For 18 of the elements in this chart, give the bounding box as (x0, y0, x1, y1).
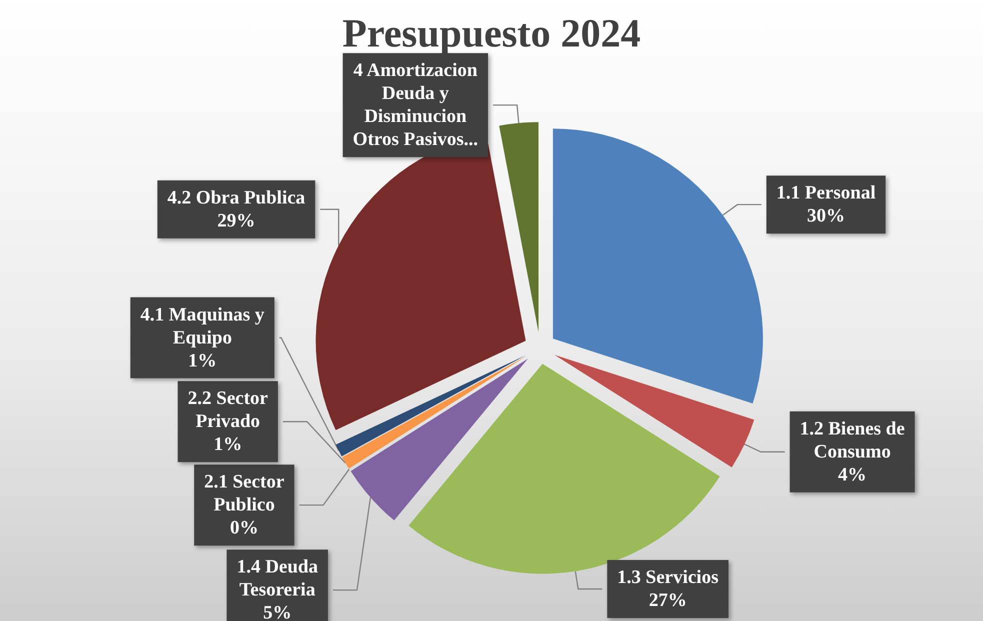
slice-label: 1.4 Deuda Tesoreria (236, 556, 318, 601)
slice-label: 1.3 Servicios (617, 566, 718, 588)
chart-title: Presupuesto 2024 (342, 10, 641, 56)
data-label: 27% (648, 590, 687, 611)
slice-label: 1.2 Bienes de Consumo (800, 418, 905, 462)
legend-label: 2.1 Sector Publico (204, 472, 285, 516)
slice-label: 4.1 Maquinas y Equipo (140, 304, 265, 348)
data-label: 30% (807, 206, 846, 227)
text: 0% (230, 518, 258, 539)
slice-label: 1.1 Personal (776, 182, 876, 204)
slice-label: 2.2 Sector Privado (188, 388, 269, 432)
data-label: 4% (838, 464, 867, 486)
data-label: 5% (263, 602, 292, 621)
slice-label: 4 Amortizacion Deuda y Disminucion Otros Pasivos... (352, 60, 478, 150)
data-label: 1% (188, 350, 217, 372)
data-label: 1% (214, 434, 242, 456)
data-label: 29% (217, 210, 256, 232)
slice-label: 4.2 Obra Publica (167, 187, 306, 208)
